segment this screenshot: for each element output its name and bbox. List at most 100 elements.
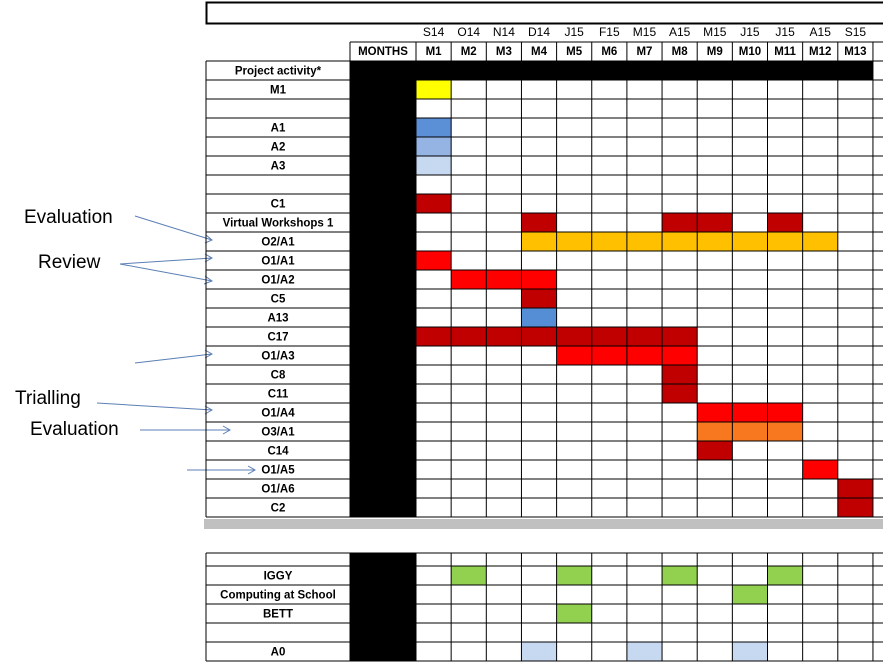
column-label: M1 (426, 46, 443, 58)
month-label: N14 (493, 25, 515, 39)
row-label: O1/A4 (261, 408, 295, 420)
gantt-cell (662, 61, 698, 80)
column-label: M4 (531, 46, 548, 58)
gantt-cell (521, 270, 557, 289)
gantt-cell (486, 270, 522, 289)
gantt-cell (662, 327, 698, 346)
row-label: O1/A6 (261, 484, 294, 496)
row-label: IGGY (264, 571, 293, 583)
gantt-cell (626, 61, 663, 80)
gantt-cell (662, 566, 698, 585)
row-label: A13 (267, 313, 288, 325)
arrow (96, 402, 214, 415)
month-label: J15 (740, 25, 760, 39)
gantt-cell (486, 327, 522, 346)
arrow (119, 253, 214, 265)
column-label: M12 (809, 46, 831, 58)
row-label: O1/A1 (261, 256, 295, 268)
gantt-cell (556, 604, 592, 623)
gantt-cell (521, 61, 557, 80)
column-label: M13 (844, 46, 866, 58)
arrow (119, 263, 214, 285)
row-label: Project activity* (235, 66, 322, 78)
row-label: A3 (271, 161, 286, 173)
gantt-cell (767, 232, 803, 251)
row-label: O1/A2 (261, 275, 294, 287)
arrow (134, 349, 214, 364)
gantt-cell (732, 422, 768, 441)
gantt-cell (521, 213, 557, 232)
gantt-cell (521, 289, 557, 308)
column-label: M2 (461, 46, 477, 58)
gantt-cell (802, 61, 838, 80)
gantt-cell (521, 642, 557, 661)
separator (204, 519, 883, 529)
gantt-cell (416, 327, 452, 346)
gantt-cell (767, 422, 803, 441)
gantt-cell (626, 327, 663, 346)
gantt-cell (416, 80, 452, 99)
gantt-cell (732, 232, 768, 251)
gantt-cell (837, 498, 873, 517)
gantt-cell (521, 308, 557, 327)
header-row (350, 42, 883, 61)
month-label: S14 (423, 25, 445, 39)
gantt-cell (416, 156, 452, 175)
arrows (96, 215, 257, 475)
gantt-cell (556, 61, 592, 80)
row-label: O1/A3 (261, 351, 294, 363)
gantt-cell (416, 251, 452, 270)
gantt-cell (416, 194, 452, 213)
gantt-cell (626, 232, 663, 251)
gantt-cell (416, 137, 452, 156)
gantt-cell (732, 403, 768, 422)
annotation: Evaluation (24, 207, 113, 228)
row-label: Virtual Workshops 1 (223, 218, 334, 230)
gantt-cell (697, 213, 733, 232)
row-label: C11 (268, 389, 289, 401)
months-column (350, 553, 416, 661)
row-label: A2 (271, 142, 286, 154)
column-label: M7 (636, 46, 652, 58)
row-label: BETT (263, 609, 293, 621)
gantt-cell (556, 232, 592, 251)
gantt-cell (697, 232, 733, 251)
title-box (205, 1, 883, 25)
row-label: C2 (271, 503, 286, 515)
annotation: Trialling (15, 388, 81, 409)
gantt-cell (416, 118, 452, 137)
column-label: M11 (774, 46, 796, 58)
gantt-cell (556, 566, 592, 585)
row-label: Computing at School (220, 590, 336, 602)
gantt-cell (451, 566, 487, 585)
gantt-cell (767, 403, 803, 422)
month-label: F15 (599, 25, 620, 39)
gantt-cell (662, 232, 698, 251)
row-label: M1 (270, 85, 287, 97)
column-label: M8 (672, 46, 689, 58)
gantt-cell (591, 61, 627, 80)
month-label: O14 (457, 25, 480, 39)
column-label: M10 (739, 46, 761, 58)
gantt-cell (521, 327, 557, 346)
column-label: M3 (496, 46, 512, 58)
month-label: M15 (633, 25, 657, 39)
gantt-cell (767, 566, 803, 585)
row-label: C1 (271, 199, 286, 211)
row-label: C17 (267, 332, 288, 344)
gantt-cell (556, 327, 592, 346)
gantt-cell (416, 61, 452, 80)
month-label: M15 (703, 25, 727, 39)
gantt-cell (662, 384, 698, 403)
gantt-cell (697, 61, 733, 80)
gantt-cell (556, 346, 592, 365)
gantt-cell (591, 327, 627, 346)
gantt-cell (591, 232, 627, 251)
column-label: M6 (601, 46, 617, 58)
gantt-cell (767, 213, 803, 232)
gantt-cell (662, 213, 698, 232)
gantt-cell (662, 346, 698, 365)
gantt-cell (802, 460, 838, 479)
